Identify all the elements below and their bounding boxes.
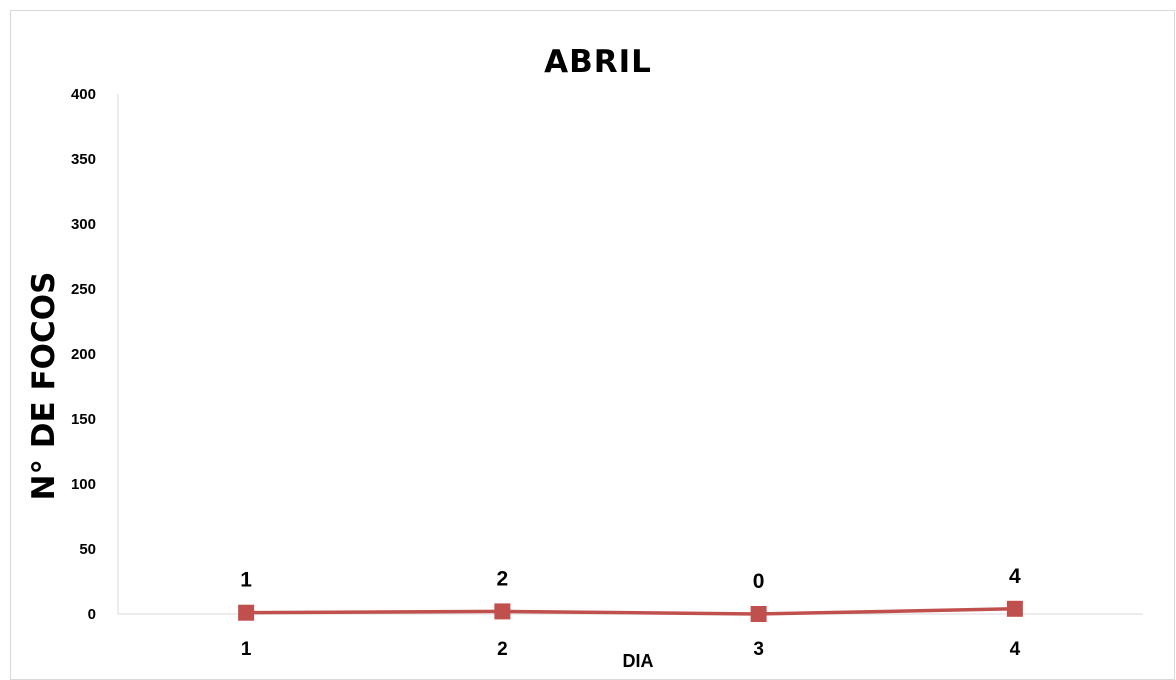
y-tick-label: 350 <box>71 151 96 168</box>
y-tick-label: 400 <box>71 86 96 103</box>
y-tick-label: 100 <box>71 476 96 493</box>
data-label: 1 <box>240 569 252 592</box>
x-tick-label: 3 <box>753 639 764 660</box>
series-1: 1 2 0 4 <box>238 565 1023 622</box>
x-axis-label: DIA <box>623 651 654 671</box>
data-label: 0 <box>753 570 765 593</box>
data-point-marker <box>1006 600 1023 617</box>
y-tick-label: 200 <box>71 346 96 363</box>
series-line <box>246 607 1015 616</box>
y-tick-label: 150 <box>71 411 96 428</box>
chart-frame <box>10 10 1175 680</box>
x-tick-label: 1 <box>241 639 252 660</box>
y-tick-labels: 0 50 100 150 200 250 300 350 400 <box>71 86 96 623</box>
data-label: 2 <box>497 567 509 590</box>
y-tick-label: 0 <box>88 606 96 623</box>
data-label: 4 <box>1009 565 1021 588</box>
chart-title: ABRIL <box>544 44 652 80</box>
x-tick-label: 4 <box>1010 639 1021 660</box>
data-point-marker <box>494 603 511 620</box>
y-tick-label: 50 <box>79 541 96 558</box>
y-tick-label: 250 <box>71 281 96 298</box>
data-point-marker <box>750 606 767 622</box>
data-point-marker <box>238 604 255 621</box>
x-tick-labels: 1 2 3 4 <box>241 639 1021 660</box>
y-tick-label: 300 <box>71 216 96 233</box>
y-axis-label: N° DE FOCOS <box>26 272 62 501</box>
x-tick-label: 2 <box>497 639 508 660</box>
